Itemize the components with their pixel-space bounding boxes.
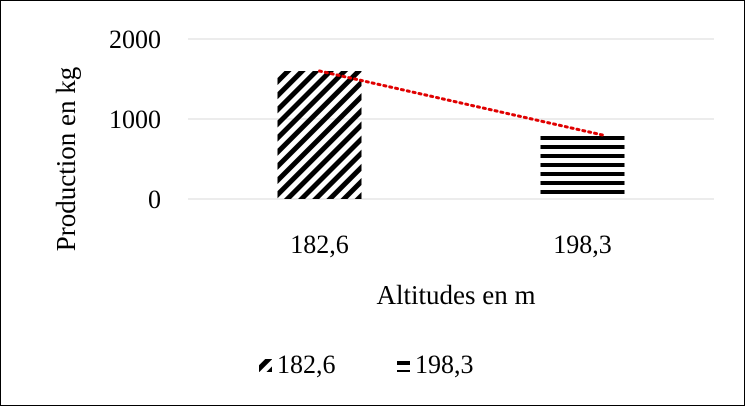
legend-swatch [397, 359, 410, 372]
grid-lines [188, 38, 714, 200]
legend: 182,6 198,3 [259, 350, 474, 379]
x-tick-label: 182,6 [290, 230, 349, 259]
legend-label: 198,3 [415, 350, 474, 379]
y-tick-label: 0 [148, 185, 161, 214]
y-axis-title: Production en kg [51, 67, 81, 251]
x-axis-title: Altitudes en m [377, 280, 536, 310]
legend-label: 182,6 [277, 350, 336, 379]
bar-182-6 [277, 71, 362, 199]
x-tick-label: 198,3 [553, 230, 612, 259]
trendline [318, 69, 604, 137]
x-axis-ticks: 182,6 198,3 [290, 230, 612, 259]
trendline-line [318, 69, 604, 137]
y-tick-label: 1000 [109, 105, 161, 134]
bar-198-3 [540, 135, 625, 199]
y-tick-label: 2000 [109, 25, 161, 54]
legend-swatch [259, 359, 272, 372]
y-axis-ticks: 0 1000 2000 [109, 25, 161, 214]
bars [277, 71, 625, 199]
